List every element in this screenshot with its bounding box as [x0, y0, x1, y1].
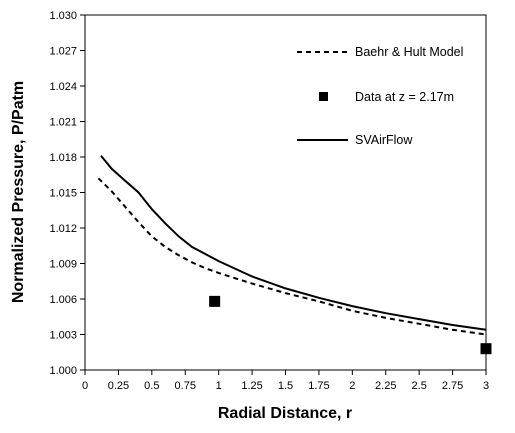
x-axis-title: Radial Distance, r	[218, 405, 352, 422]
legend-swatch-data	[319, 92, 328, 101]
data-point-marker	[209, 295, 221, 307]
x-tick-label: 1.25	[241, 380, 262, 392]
y-tick-label: 1.024	[49, 81, 77, 93]
data-point-marker	[480, 343, 492, 355]
x-tick-label: 0	[82, 380, 88, 392]
y-tick-label: 1.003	[49, 330, 77, 342]
y-tick-label: 1.012	[49, 223, 77, 235]
x-tick-label: 1	[216, 380, 222, 392]
x-axis-ticks: 0 0.25 0.5 0.75 1 1.25 1.5 1.75 2 2.25 2.5 2.75 3	[82, 370, 489, 392]
x-tick-label: 0.5	[144, 380, 159, 392]
legend: Baehr & Hult Model Data at z = 2.17m SVA…	[297, 45, 463, 147]
y-tick-label: 1.027	[49, 46, 77, 58]
x-tick-label: 0.75	[175, 380, 196, 392]
y-axis-ticks: 1.000 1.003 1.006 1.009 1.012 1.015 1.018 1.021…	[49, 10, 85, 377]
y-tick-label: 1.009	[49, 259, 77, 271]
y-tick-label: 1.030	[49, 10, 77, 22]
x-tick-label: 2.75	[442, 380, 463, 392]
y-tick-label: 1.015	[49, 188, 77, 200]
y-tick-label: 1.021	[49, 117, 77, 129]
series-line-baehr-hult	[97, 177, 487, 336]
y-axis-title: Normalized Pressure, P/Patm	[10, 81, 27, 303]
x-tick-label: 1.5	[278, 380, 293, 392]
legend-label-svairflow: SVAirFlow	[355, 133, 413, 147]
x-tick-label: 0.25	[108, 380, 129, 392]
x-tick-label: 2.25	[375, 380, 396, 392]
x-tick-label: 2.5	[412, 380, 427, 392]
y-tick-label: 1.018	[49, 152, 77, 164]
y-tick-label: 1.000	[49, 365, 77, 377]
legend-label-baehr-hult: Baehr & Hult Model	[355, 45, 463, 59]
x-tick-label: 1.75	[308, 380, 329, 392]
series-line-svairflow	[100, 155, 487, 331]
series-layer	[97, 155, 492, 355]
plot-area	[84, 14, 487, 371]
x-tick-label: 3	[483, 380, 489, 392]
x-tick-label: 2	[349, 380, 355, 392]
y-tick-label: 1.006	[49, 294, 77, 306]
legend-label-data: Data at z = 2.17m	[355, 90, 454, 104]
